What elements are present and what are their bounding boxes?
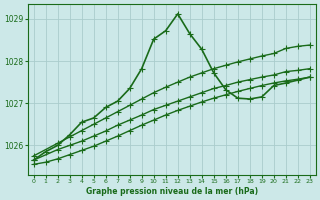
X-axis label: Graphe pression niveau de la mer (hPa): Graphe pression niveau de la mer (hPa) bbox=[86, 187, 258, 196]
